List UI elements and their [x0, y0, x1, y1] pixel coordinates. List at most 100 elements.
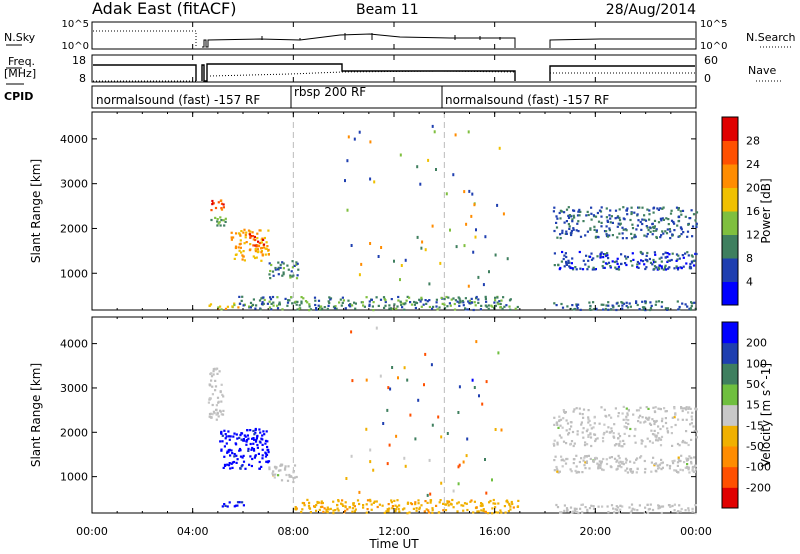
echo-cell	[578, 214, 581, 217]
echo-cell	[636, 457, 639, 460]
echo-cell	[332, 500, 335, 503]
echo-cell	[388, 304, 391, 307]
echo-cell	[244, 233, 247, 236]
echo-cell	[418, 298, 421, 301]
echo-cell	[649, 423, 653, 426]
echo-cell	[670, 219, 674, 222]
echo-cell	[596, 255, 599, 258]
echo-cell	[679, 266, 682, 269]
echo-cell	[272, 470, 275, 473]
echo-cell	[354, 302, 357, 305]
echo-cell	[237, 306, 240, 309]
echo-cell	[677, 308, 680, 311]
echo-cell	[219, 216, 222, 219]
echo-cell	[695, 222, 698, 225]
echo-cell	[552, 210, 555, 213]
echo-cell	[496, 301, 499, 304]
echo-cell	[586, 428, 589, 431]
echo-cell	[631, 470, 634, 473]
echo-cell	[258, 460, 261, 464]
echo-cell	[664, 417, 667, 420]
echo-cell	[332, 305, 336, 308]
echo-cell	[253, 235, 256, 239]
echo-cell	[607, 426, 610, 429]
echo-cell	[648, 416, 651, 419]
echo-cell	[668, 266, 671, 269]
echo-cell	[336, 507, 339, 510]
echo-cell	[619, 440, 622, 443]
echo-cell	[641, 300, 644, 303]
echo-cell	[341, 301, 344, 304]
echo-cell	[682, 256, 685, 259]
echo-cell	[315, 307, 318, 310]
echo-cell	[295, 508, 298, 511]
echo-cell	[308, 303, 311, 306]
echo-cell	[676, 258, 679, 261]
echo-cell	[426, 493, 429, 497]
echo-cell	[670, 432, 673, 435]
echo-cell	[564, 462, 568, 465]
echo-cell	[254, 250, 257, 253]
echo-cell	[254, 431, 257, 434]
echo-cell	[645, 259, 649, 262]
echo-cell	[656, 439, 660, 442]
echo-cell	[684, 303, 687, 306]
echo-cell	[255, 439, 258, 442]
echo-cell	[603, 423, 606, 426]
echo-cell	[214, 385, 218, 388]
echo-cell	[572, 458, 575, 461]
echo-cell	[664, 251, 667, 254]
echo-cell	[462, 301, 465, 304]
echo-cell	[572, 214, 575, 217]
echo-cell	[677, 458, 680, 461]
echo-cell	[660, 462, 663, 465]
echo-cell	[596, 462, 599, 465]
echo-cell	[583, 456, 586, 459]
echo-cell	[477, 298, 480, 301]
echo-cell	[221, 440, 224, 443]
noise-sky-trace-1	[202, 33, 516, 48]
echo-cell	[370, 508, 373, 511]
echo-cell	[639, 250, 642, 254]
echo-cell	[561, 426, 564, 429]
echo-cell	[658, 437, 661, 440]
echo-cell	[246, 429, 249, 432]
echo-cell	[447, 504, 450, 507]
echo-cell	[565, 232, 568, 235]
echo-cell	[671, 416, 674, 419]
echo-cell	[666, 431, 670, 434]
echo-cell	[627, 422, 630, 426]
echo-cell	[376, 505, 379, 509]
echo-cell	[456, 510, 459, 513]
echo-cell	[273, 476, 276, 479]
echo-cell	[260, 302, 264, 305]
echo-cell	[252, 437, 255, 440]
echo-cell	[609, 221, 612, 224]
echo-cell	[625, 415, 628, 418]
echo-cell	[671, 504, 674, 508]
echo-cell	[648, 213, 651, 216]
echo-cell	[220, 199, 223, 202]
echo-cell	[245, 241, 248, 244]
echo-cell	[281, 274, 284, 277]
echo-cell	[290, 270, 293, 273]
echo-cell	[657, 266, 660, 269]
freq-label-line1: Freq.	[8, 55, 35, 68]
echo-cell	[248, 233, 252, 236]
echo-cell	[563, 221, 566, 224]
echo-cell	[592, 214, 595, 217]
echo-cell	[494, 502, 497, 505]
echo-cell	[238, 295, 241, 298]
echo-cell	[560, 302, 563, 306]
echo-cell	[693, 456, 696, 459]
echo-cell	[575, 454, 578, 457]
echo-cell	[580, 503, 583, 506]
echo-cell	[322, 510, 325, 513]
echo-cell	[292, 471, 295, 474]
echo-cell	[468, 189, 471, 193]
echo-cell	[573, 408, 576, 411]
power-scatter-cells	[208, 124, 699, 312]
echo-cell	[581, 431, 584, 434]
echo-cell	[389, 307, 393, 310]
echo-cell	[561, 458, 564, 461]
